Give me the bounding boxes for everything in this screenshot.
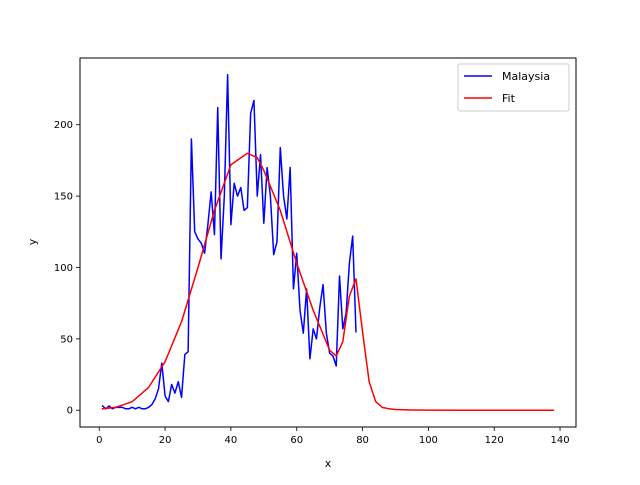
legend: Malaysia Fit [457,63,570,112]
tick-layer: 0 20 40 60 80 100 120 140 0 50 100 150 200 [54,120,570,446]
y-tick-label: 200 [54,120,73,131]
y-tick-label: 50 [60,334,73,345]
y-tick-label: 100 [54,263,73,274]
x-tick-label: 80 [356,435,369,446]
x-tick-label: 60 [290,435,303,446]
legend-label-fit: Fit [502,92,516,105]
y-tick-label: 150 [54,192,73,203]
x-tick-label: 120 [485,435,504,446]
y-axis-label: y [26,238,39,245]
x-axis-label: x [325,457,332,470]
y-tick-label: 0 [67,406,73,417]
legend-label-malaysia: Malaysia [502,70,550,83]
plot-frame [79,57,577,428]
plot-layer [101,74,555,411]
x-tick-label: 100 [419,435,438,446]
series-line-fit [101,152,555,411]
x-tick-label: 0 [96,435,102,446]
series-line-malaysia [101,74,357,410]
x-tick-label: 20 [159,435,172,446]
x-tick-label: 140 [550,435,569,446]
x-tick-label: 40 [225,435,238,446]
